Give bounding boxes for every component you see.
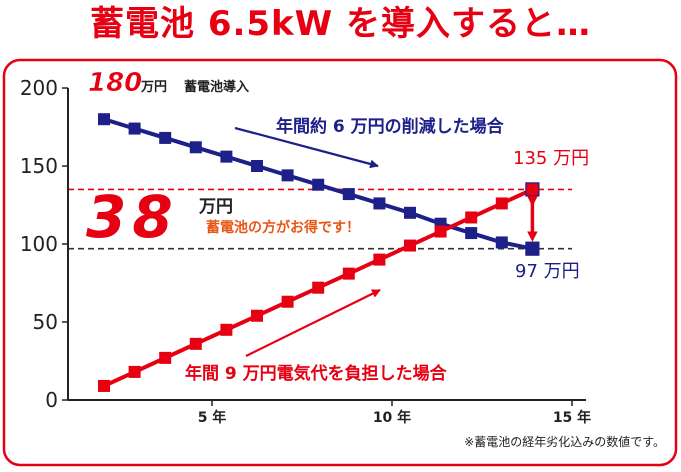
series-label-battery: 年間約 6 万円の削減した場合 xyxy=(276,116,505,137)
data-point-electricity xyxy=(465,211,478,224)
x-tick-label: 5 年 xyxy=(198,409,227,426)
data-point-electricity xyxy=(373,253,386,266)
data-point-electricity xyxy=(98,379,110,392)
headline: 蓄電池 6.5kW を導入すると… xyxy=(89,4,592,44)
data-point-battery xyxy=(312,178,325,191)
y-tick-label: 200 xyxy=(20,76,58,100)
series-points xyxy=(98,113,540,392)
data-point-electricity xyxy=(128,365,141,378)
data-point-battery xyxy=(373,197,386,210)
difference-text: 蓄電池の方がお得です！ xyxy=(206,219,360,236)
difference-unit: 万円 xyxy=(198,197,233,217)
end-value-battery: 97 万円 xyxy=(515,261,580,282)
start-value: 180 xyxy=(88,68,142,98)
footnote: ※蓄電池の経年劣化込みの数値です。 xyxy=(464,434,665,449)
x-tick-label: 15 年 xyxy=(553,409,591,426)
data-point-battery xyxy=(220,150,233,163)
y-tick-label: 150 xyxy=(20,154,58,178)
data-point-battery xyxy=(342,188,355,201)
data-point-battery xyxy=(465,227,478,240)
series-label-electricity: 年間 9 万円電気代を負担した場合 xyxy=(185,363,448,384)
axes: 0 50 100 150 200 5 年 10 年 15 年 xyxy=(20,76,591,426)
data-point-electricity xyxy=(159,351,172,364)
arrow-electricity xyxy=(245,289,381,357)
data-point-electricity xyxy=(281,295,294,308)
data-point-electricity xyxy=(495,197,508,210)
data-point-electricity xyxy=(251,309,263,322)
data-point-electricity xyxy=(525,182,540,197)
data-point-battery xyxy=(98,113,110,126)
chart-frame xyxy=(2,58,678,467)
data-point-battery xyxy=(251,160,263,172)
data-point-electricity xyxy=(312,281,325,294)
data-point-electricity xyxy=(220,323,233,336)
data-point-electricity xyxy=(404,239,416,252)
data-point-battery xyxy=(495,236,508,249)
y-tick-label: 0 xyxy=(45,388,58,412)
data-point-battery xyxy=(281,169,294,182)
data-point-battery xyxy=(525,241,540,256)
data-point-electricity xyxy=(189,337,202,350)
start-unit: 万円 xyxy=(140,80,167,95)
data-point-electricity xyxy=(434,225,447,238)
arrow-battery xyxy=(234,126,379,169)
start-text: 蓄電池導入 xyxy=(184,79,249,95)
data-point-battery xyxy=(159,131,172,144)
difference-value: 38 xyxy=(86,183,179,251)
end-value-electricity: 135 万円 xyxy=(513,148,589,169)
data-point-battery xyxy=(404,206,416,219)
data-point-battery xyxy=(189,141,202,154)
y-tick-label: 100 xyxy=(20,232,58,256)
data-point-electricity xyxy=(342,267,355,280)
x-tick-label: 10 年 xyxy=(373,409,411,426)
y-tick-label: 50 xyxy=(33,310,58,334)
data-point-battery xyxy=(128,122,141,135)
